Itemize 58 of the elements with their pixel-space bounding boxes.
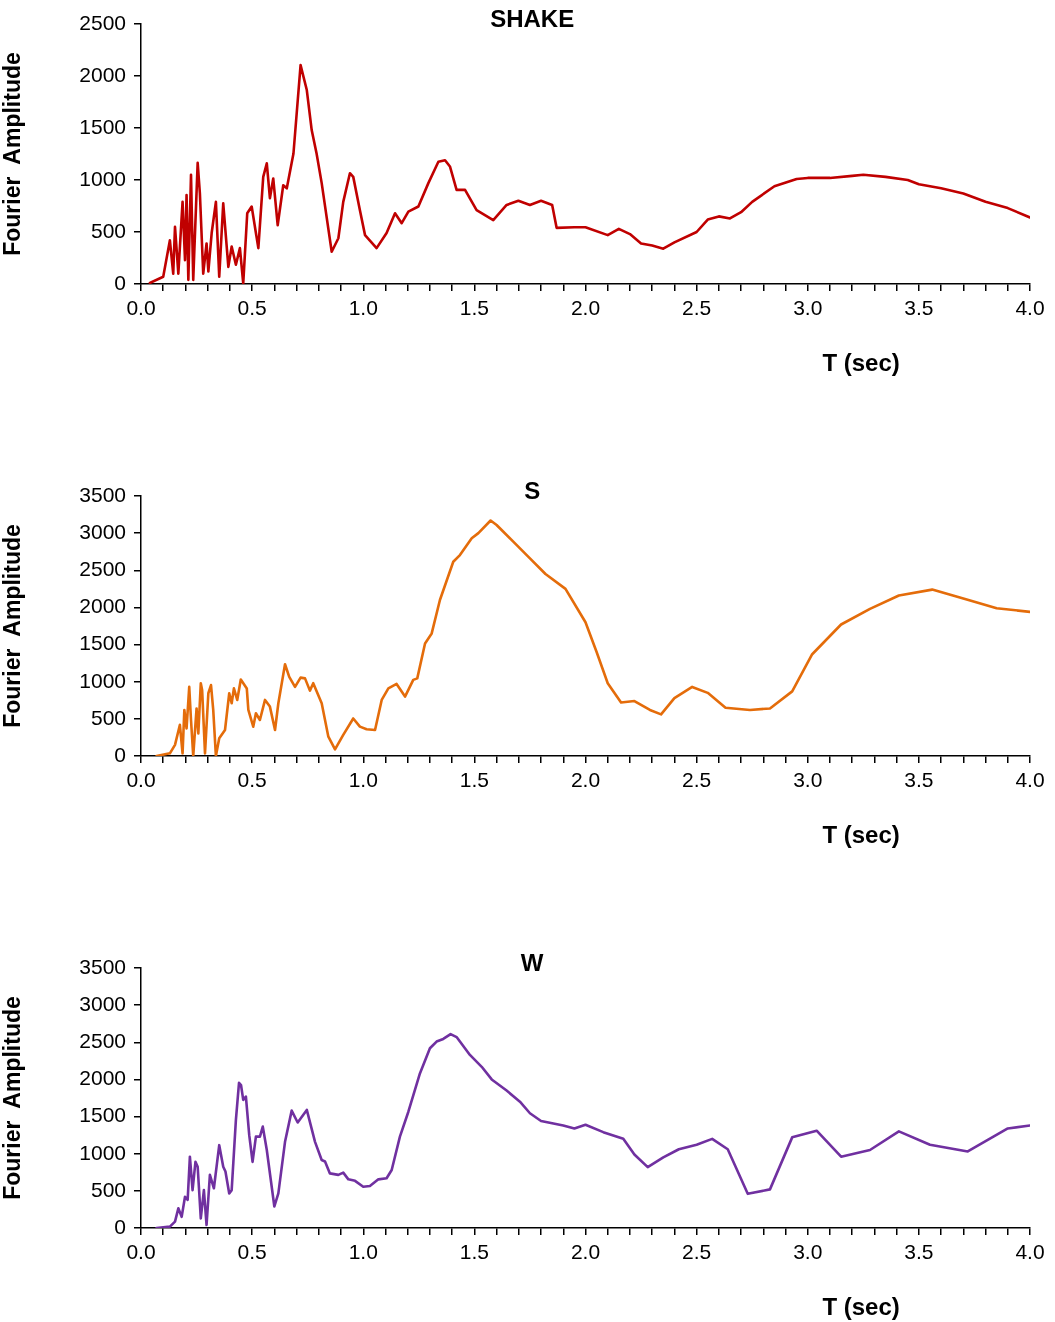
y-tick-label: 2500: [79, 557, 126, 581]
y-axis-title: Fourier Amplitude: [0, 52, 26, 256]
x-tick-label: 2.0: [570, 1240, 601, 1264]
x-tick-label: 3.0: [793, 296, 823, 320]
x-axis-title: T (sec): [822, 348, 900, 376]
y-tick-label: 500: [90, 705, 126, 729]
x-tick-label: 1.0: [348, 1240, 378, 1264]
y-tick-label: 0: [114, 1214, 126, 1238]
x-tick-label: 2.0: [570, 768, 601, 792]
y-tick-label: 3000: [79, 519, 126, 543]
x-tick-label: 4.0: [1015, 1240, 1045, 1264]
x-axis-title: T (sec): [822, 1292, 900, 1320]
x-tick-label: 1.5: [459, 1240, 489, 1264]
y-tick-label: 1000: [79, 1140, 126, 1164]
x-tick-label: 3.0: [793, 768, 823, 792]
x-tick-label: 0.5: [237, 768, 267, 792]
x-tick-label: 0.0: [126, 296, 156, 320]
x-tick-label: 0.5: [237, 296, 267, 320]
y-tick-label: 2000: [79, 62, 126, 86]
x-tick-label: 0.0: [126, 768, 156, 792]
x-tick-label: 1.5: [459, 296, 489, 320]
x-tick-label: 2.0: [570, 296, 601, 320]
x-tick-label: 4.0: [1015, 768, 1045, 792]
y-tick-label: 500: [90, 218, 126, 242]
y-tick-label: 3000: [79, 991, 126, 1015]
y-tick-label: 1000: [79, 166, 126, 190]
chart-title: S: [524, 476, 541, 504]
y-tick-label: 1000: [79, 668, 126, 692]
y-tick-label: 2000: [79, 1066, 126, 1090]
x-tick-label: 1.5: [459, 768, 489, 792]
x-tick-label: 0.0: [126, 1240, 156, 1264]
y-axis-title: Fourier Amplitude: [0, 996, 26, 1200]
y-tick-label: 500: [90, 1177, 126, 1201]
x-axis-title: T (sec): [822, 820, 900, 848]
x-tick-label: 4.0: [1015, 296, 1045, 320]
x-tick-label: 3.5: [904, 296, 934, 320]
y-tick-label: 2500: [79, 10, 126, 34]
x-tick-label: 2.5: [682, 1240, 712, 1264]
y-tick-label: 1500: [79, 631, 126, 655]
y-tick-label: 0: [114, 270, 126, 294]
chart-title: W: [520, 948, 544, 976]
x-tick-label: 3.5: [904, 1240, 934, 1264]
y-tick-label: 3500: [79, 954, 126, 978]
y-tick-label: 2000: [79, 594, 126, 618]
x-tick-label: 2.5: [682, 296, 712, 320]
y-tick-label: 3500: [79, 482, 126, 506]
x-tick-label: 2.5: [682, 768, 712, 792]
chart-title: SHAKE: [490, 4, 575, 32]
y-axis-title: Fourier Amplitude: [0, 524, 26, 728]
y-tick-label: 2500: [79, 1029, 126, 1053]
x-tick-label: 1.0: [348, 768, 378, 792]
y-tick-label: 1500: [79, 1103, 126, 1127]
x-tick-label: 0.5: [237, 1240, 267, 1264]
x-tick-label: 3.5: [904, 768, 934, 792]
y-tick-label: 0: [114, 742, 126, 766]
y-tick-label: 1500: [79, 114, 126, 138]
x-tick-label: 3.0: [793, 1240, 823, 1264]
x-tick-label: 1.0: [348, 296, 378, 320]
